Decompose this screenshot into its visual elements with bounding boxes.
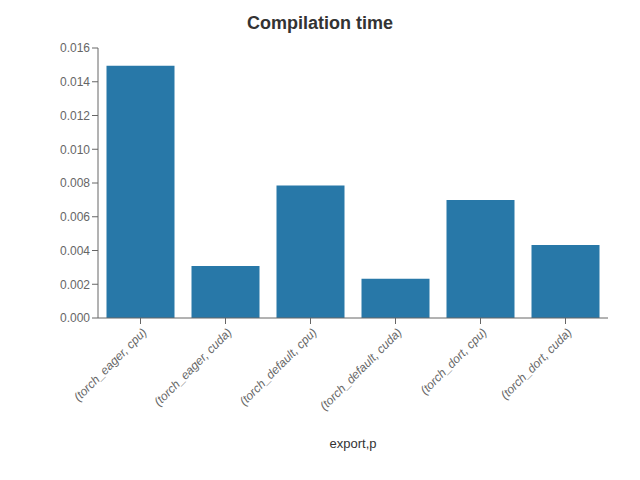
svg-text:0.004: 0.004: [60, 244, 90, 258]
svg-text:(torch_dort, cpu): (torch_dort, cpu): [418, 325, 490, 397]
svg-text:0.010: 0.010: [60, 143, 90, 157]
svg-text:0.014: 0.014: [60, 75, 90, 89]
svg-text:0.008: 0.008: [60, 176, 90, 190]
svg-text:(torch_dort, cuda): (torch_dort, cuda): [498, 325, 575, 402]
svg-text:0.000: 0.000: [60, 311, 90, 325]
svg-text:(torch_default, cpu): (torch_default, cpu): [237, 325, 320, 408]
html-text:Compilation time: Compilation time: [247, 13, 393, 33]
svg-text:0.012: 0.012: [60, 109, 90, 123]
svg-text:0.002: 0.002: [60, 278, 90, 292]
svg-text:(torch_eager, cpu): (torch_eager, cpu): [71, 325, 150, 404]
svg-text:0.006: 0.006: [60, 210, 90, 224]
svg-text:export,p: export,p: [330, 436, 377, 451]
svg-text:0.016: 0.016: [60, 41, 90, 55]
svg-text:(torch_default, cuda): (torch_default, cuda): [317, 325, 405, 413]
svg-text:(torch_eager, cuda): (torch_eager, cuda): [151, 325, 234, 408]
